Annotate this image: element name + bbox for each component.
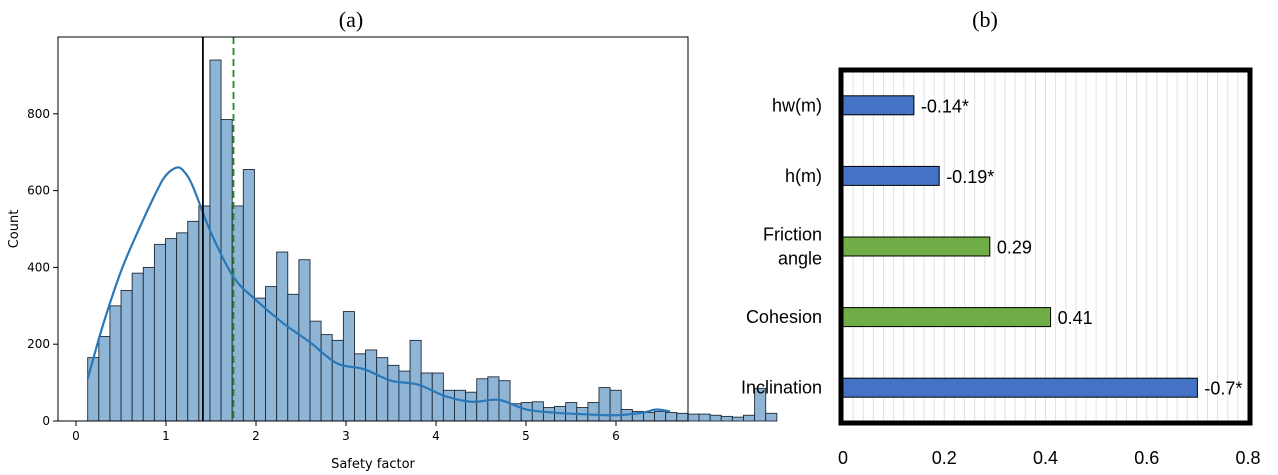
y-tick-label: 0 [42,414,50,428]
histogram-bar [320,334,333,422]
histogram-bar [720,415,733,422]
histogram-bar [387,364,400,422]
histogram-bar [265,286,278,422]
histogram-bar [587,402,600,422]
histogram-bar [253,297,266,422]
histogram-bar [465,391,478,422]
histogram-bar [142,266,155,422]
category-label: Cohesion [746,307,822,327]
histogram-bar [198,205,211,422]
histogram-bar [520,402,533,422]
histogram-bar [309,320,322,422]
histogram-bar [431,372,444,422]
x-tick-label: 0.6 [1134,448,1159,468]
plot-frame [838,67,1253,426]
histogram-bar [565,402,578,422]
histogram-bar [731,416,744,422]
data-label: -0.14* [921,96,969,116]
kde-curve [86,166,671,417]
histogram-bar [87,357,100,422]
correlation-bar [842,307,1052,328]
histogram-bar [454,389,467,422]
correlation-bar-chart: -0.14* hw(m) -0.19* h(m) 0.29 Friction angle 0.… [741,67,1261,468]
histogram-bar [109,305,122,422]
y-tick-label: 600 [27,184,50,198]
histogram-bar [676,412,689,422]
histogram-bar [709,414,722,422]
histogram-bar [354,353,367,422]
histogram-bar [665,412,678,422]
histogram-bar [187,220,200,422]
histogram-bar [609,389,622,422]
histogram-bar [365,349,378,422]
histogram-bar [131,272,144,422]
x-tick-label: 1 [162,429,170,443]
histogram-bar [442,389,455,422]
panel-b-label: (b) [972,7,998,32]
histogram-bar [743,414,756,422]
x-tick-label: 2 [252,429,260,443]
histogram-bar [765,412,778,422]
data-label: -0.19* [946,167,994,187]
x-tick-label: 5 [522,429,530,443]
x-tick-label: 0 [72,429,80,443]
histogram-bar [287,293,300,422]
histogram-bar [698,413,711,422]
plot-frame [57,36,689,422]
category-label: h(m) [785,166,822,186]
correlation-bar [842,377,1198,398]
histogram-bar [654,410,667,422]
histogram-bar [542,407,555,422]
histogram-bar [276,251,289,422]
histogram-bar [376,357,389,422]
data-label: -0.7* [1204,379,1242,399]
histogram-bar [687,413,700,422]
x-tick-label: 0 [838,448,848,468]
histogram-bar [242,169,255,422]
y-axis-label: Count [7,210,22,249]
category-label: hw(m) [772,95,822,115]
data-label: 0.41 [1058,308,1093,328]
y-tick-label: 800 [27,107,50,121]
histogram-bar [643,412,656,422]
histogram-bar [409,339,422,422]
x-axis-label: Safety factor [331,457,415,472]
correlation-bar [842,95,915,116]
histogram-bar [398,370,411,422]
histogram-bar [120,289,133,422]
x-tick-label: 3 [342,429,350,443]
x-tick-label: 0.2 [932,448,957,468]
x-tick-label: 0.8 [1235,448,1260,468]
histogram-bar [153,243,166,422]
category-label: Friction angle [763,225,822,269]
x-tick-label: 0.4 [1033,448,1058,468]
histogram-bar [331,339,344,422]
x-tick-label: 6 [612,429,620,443]
correlation-bar [842,236,991,257]
y-tick-label: 400 [27,260,50,274]
histogram-bar [754,387,767,422]
histogram-bar [98,336,111,422]
histogram-bar [420,372,433,422]
correlation-bar [842,165,940,186]
histogram-bar [176,232,189,422]
histogram-bar [165,238,178,422]
panel-a-label: (a) [339,7,363,32]
x-tick-label: 4 [432,429,440,443]
y-tick-label: 200 [27,337,50,351]
histogram-chart: 0 1 2 3 4 5 6 0 200 400 600 800 Safety factor Count [7,36,778,472]
category-label: Inclination [741,378,822,398]
data-label: 0.29 [997,238,1032,258]
